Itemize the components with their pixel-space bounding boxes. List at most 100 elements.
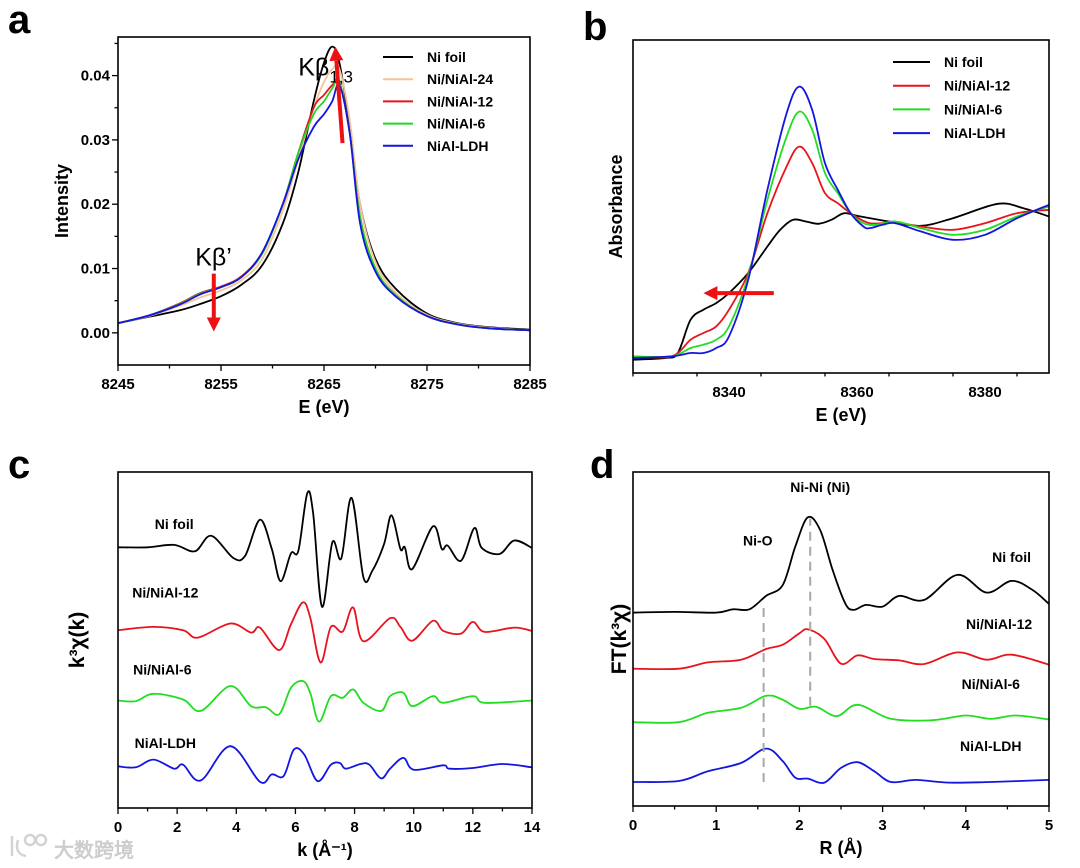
red-arrow-icon: [703, 286, 774, 301]
series-label: Ni/NiAl-6: [962, 676, 1021, 692]
x-tick-label: 10: [405, 819, 422, 836]
series-line-ni-foil: [117, 45, 531, 331]
legend-label: NiAl-LDH: [427, 138, 488, 154]
y-tick-label: 0.00: [81, 325, 110, 342]
arrow-head: [703, 286, 718, 301]
x-tick-label: 8: [350, 819, 358, 836]
watermark-text: 大数跨境: [54, 838, 134, 862]
series-line-ni-foil: [632, 515, 1050, 614]
x-axis-label: E (eV): [298, 397, 349, 417]
plot-frame: [632, 471, 1050, 807]
x-tick-label: 8380: [968, 384, 1001, 401]
y-axis-label: Absorbance: [606, 154, 626, 258]
y-tick-label: 0.01: [81, 261, 110, 278]
legend-label: Ni/NiAl-6: [944, 101, 1003, 117]
y-tick-label: 0.03: [81, 132, 110, 149]
legend-label: Ni foil: [944, 54, 983, 70]
plot-frame: [632, 39, 1050, 374]
annotation-text: Kβ1,3: [298, 54, 353, 87]
x-tick-label: 8255: [204, 376, 237, 393]
annotation-text: Ni-O: [743, 532, 773, 548]
series-line-nial-ldh: [117, 745, 533, 784]
x-tick-label: 12: [465, 819, 482, 836]
x-axis-label: E (eV): [815, 405, 866, 425]
x-tick-label: 0: [629, 817, 637, 834]
series-line-nial-ldh: [632, 747, 1050, 784]
x-tick-label: 8265: [307, 376, 340, 393]
x-tick-label: 8285: [513, 376, 546, 393]
y-axis-label: FT(k³χ): [608, 604, 631, 674]
annotation-text: Kβ’: [195, 243, 232, 271]
x-tick-label: 8340: [712, 384, 745, 401]
series-label: Ni/NiAl-12: [966, 616, 1032, 632]
series-label: NiAl-LDH: [960, 738, 1021, 754]
x-tick-label: 6: [291, 819, 299, 836]
annotation-main: Kβ: [298, 54, 329, 82]
series-line-ni-nial-24: [117, 63, 531, 332]
legend-label: Ni/NiAl-12: [427, 93, 493, 109]
panel-letter: c: [8, 443, 30, 487]
series-label: Ni/NiAl-6: [133, 661, 192, 677]
x-tick-label: 2: [173, 819, 181, 836]
arrow-head: [206, 317, 221, 332]
x-tick-label: 4: [962, 817, 971, 834]
red-arrow-icon: [329, 46, 345, 144]
chart-panel-a: a 8245 8255 8265 8275 8285 0.00 0.01 0.02 0.03 0.0…: [8, 0, 547, 417]
arrow-shaft: [334, 60, 345, 144]
series-group: [117, 490, 533, 784]
series-label: Ni/NiAl-12: [132, 584, 198, 600]
annotation-main: Ni-Ni (Ni): [790, 479, 850, 495]
series-line-nial-ldh: [117, 83, 531, 332]
chart-panel-c: c Ni foil Ni/NiAl-12 Ni/NiAl-6 NiAl-LDH 0 2 4 6 8…: [8, 443, 541, 860]
panel-letter: d: [590, 443, 614, 487]
series-line-ni-nial-6: [632, 694, 1050, 724]
series-group: [117, 45, 531, 332]
red-arrow-icon: [206, 273, 221, 332]
series-group: [632, 515, 1050, 784]
y-axis-label: Intensity: [52, 164, 72, 238]
x-tick-label: 3: [878, 817, 886, 834]
series-line-ni-nial-12: [632, 145, 1050, 359]
x-tick-label: 2: [795, 817, 803, 834]
x-tick-label: 14: [524, 819, 541, 836]
series-line-ni-nial-12: [117, 601, 533, 664]
x-tick-label: 0: [114, 819, 122, 836]
x-axis-label: k (Å⁻¹): [297, 840, 353, 860]
series-line-ni-nial-6: [117, 679, 533, 723]
x-tick-label: 8360: [840, 384, 873, 401]
legend-label: Ni/NiAl-24: [427, 71, 493, 87]
series-label: NiAl-LDH: [135, 735, 196, 751]
annotation-text: Ni-Ni (Ni): [790, 479, 850, 495]
annotation-main: Kβ’: [195, 243, 232, 271]
watermark: 大数跨境: [10, 833, 134, 862]
x-axis-label: R (Å): [820, 838, 863, 858]
series-line-ni-foil: [632, 202, 1050, 361]
legend-label: Ni foil: [427, 49, 466, 65]
y-axis-label: k³χ(k): [66, 612, 89, 668]
legend-label: NiAl-LDH: [944, 125, 1005, 141]
annotation-subscript: 1,3: [329, 68, 353, 87]
x-tick-label: 4: [232, 819, 241, 836]
series-group: [632, 85, 1050, 361]
legend-label: Ni/NiAl-12: [944, 78, 1010, 94]
series-line-ni-nial-12: [632, 628, 1050, 671]
watermark-logo-icon: [10, 833, 48, 858]
y-tick-label: 0.04: [81, 68, 111, 85]
x-tick-label: 5: [1045, 817, 1053, 834]
panel-letter: b: [583, 5, 607, 49]
panel-letter: a: [8, 0, 31, 42]
arrow-head: [329, 46, 344, 62]
y-tick-label: 0.02: [81, 196, 110, 213]
series-line-nial-ldh: [632, 85, 1050, 359]
chart-panel-d: d Ni foil Ni/NiAl-12 Ni/NiAl-6 NiAl-LDH 0 1 2 3 4…: [590, 443, 1053, 858]
chart-panel-b: b 8340 8360 8380 E (eV) Absorbance Ni foil Ni/N…: [583, 5, 1050, 425]
series-line-ni-nial-6: [632, 110, 1050, 358]
x-tick-label: 8245: [101, 376, 134, 393]
series-line-ni-foil: [117, 490, 533, 608]
x-tick-label: 8275: [410, 376, 443, 393]
annotation-main: Ni-O: [743, 532, 773, 548]
legend-label: Ni/NiAl-6: [427, 116, 486, 132]
series-label: Ni foil: [155, 516, 194, 532]
series-label: Ni foil: [992, 549, 1031, 565]
